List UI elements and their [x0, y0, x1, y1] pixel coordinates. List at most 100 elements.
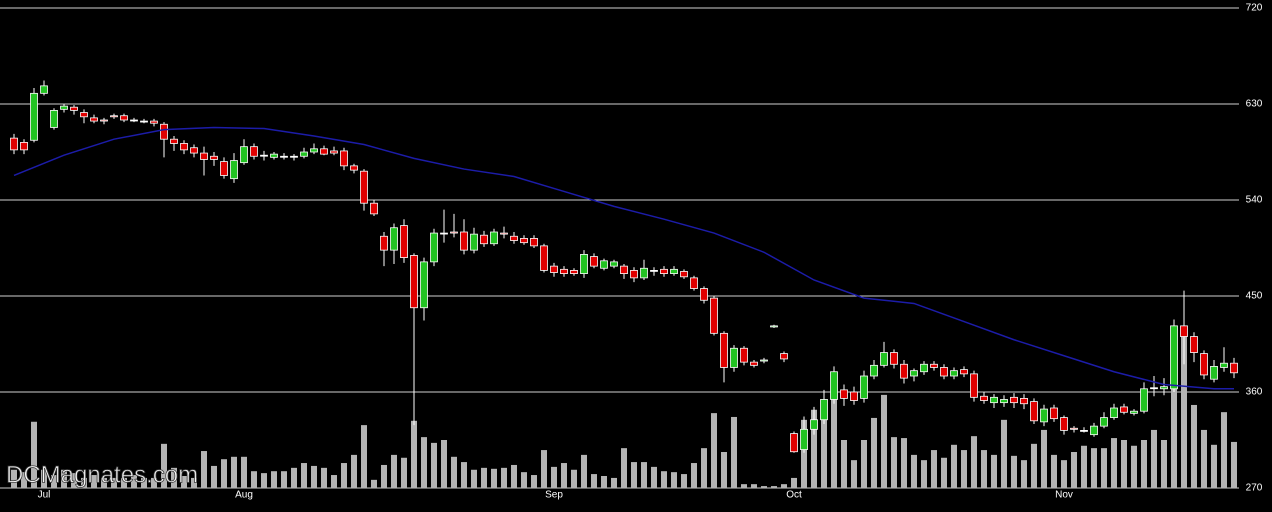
volume-bar [51, 475, 57, 488]
volume-bar [271, 471, 277, 488]
volume-bar [391, 454, 397, 488]
volume-bar [461, 462, 467, 488]
volume-bar [661, 471, 667, 488]
candle-body [20, 141, 28, 151]
volume-bar [991, 454, 997, 488]
candle-body [60, 105, 68, 110]
candle-body [310, 148, 318, 153]
volume-bar [101, 477, 107, 488]
volume-bar [691, 463, 697, 488]
candle-body [840, 389, 848, 399]
volume-bar [301, 463, 307, 488]
volume-bar [561, 463, 567, 488]
x-tick-label: Nov [1055, 490, 1073, 501]
candle-body [1010, 396, 1018, 404]
candle-body [680, 271, 688, 278]
candle-body [950, 370, 958, 377]
volume-bar [1141, 440, 1147, 488]
volume-bar [341, 463, 347, 488]
volume-bar [701, 448, 707, 488]
candle-body [590, 256, 598, 267]
candle-body [830, 371, 838, 400]
candle-body [1040, 408, 1048, 423]
candle-body [470, 233, 478, 251]
candle-body [700, 288, 708, 301]
x-tick-label: Oct [786, 490, 802, 501]
candle-body [1050, 407, 1058, 420]
candle-body [130, 119, 138, 122]
candle-body [1100, 417, 1108, 427]
volume-bar [631, 462, 637, 488]
volume-bar [1111, 438, 1117, 488]
volume-bar [601, 476, 607, 488]
candle-body [630, 269, 638, 279]
volume-bar [291, 467, 297, 488]
volume-bar [121, 477, 127, 488]
candle-body [30, 92, 38, 141]
candle-body [320, 148, 328, 155]
candle-body [810, 419, 818, 430]
candle-body [820, 399, 828, 421]
volume-bar [1091, 448, 1097, 488]
candle-body [290, 155, 298, 158]
candle-body [600, 260, 608, 269]
candle-body [1070, 427, 1078, 430]
candle-body [350, 165, 358, 171]
volume-bar [191, 477, 197, 488]
volume-bar [1231, 441, 1237, 488]
volume-bar [451, 456, 457, 488]
candle-body [550, 265, 558, 273]
volume-bar [61, 469, 67, 488]
candle-body [1200, 353, 1208, 376]
volume-bar [581, 454, 587, 488]
volume-bar [331, 475, 337, 488]
volume-bar [1171, 381, 1177, 488]
candle-body [370, 202, 378, 215]
volume-bar [201, 451, 207, 488]
candle-body [480, 234, 488, 245]
candle-body [650, 269, 658, 272]
candle-body [1190, 336, 1198, 353]
candle-body [1170, 325, 1178, 390]
volume-bar [1081, 445, 1087, 488]
candle-body [1130, 410, 1138, 414]
volume-bar [231, 456, 237, 488]
candle-body [640, 267, 648, 279]
candle-body [180, 143, 188, 151]
candle-body [960, 369, 968, 375]
candle-body [900, 363, 908, 379]
candle-body [200, 152, 208, 160]
volume-bar [981, 450, 987, 488]
volume-bar [401, 457, 407, 488]
volume-bar [371, 479, 377, 488]
y-tick-label: 360 [1246, 387, 1263, 398]
candle-body [880, 352, 888, 366]
volume-bar [891, 437, 897, 488]
candle-body [720, 332, 728, 368]
candle-body [580, 253, 588, 274]
candle-body [110, 115, 118, 118]
volume-bar [521, 472, 527, 488]
volume-bar [221, 459, 227, 488]
volume-bar [791, 477, 797, 488]
volume-bar [621, 448, 627, 488]
volume-bar [531, 475, 537, 488]
volume-bar [1001, 419, 1007, 488]
candle-body [1120, 406, 1128, 413]
volume-bar [481, 467, 487, 488]
volume-bar [161, 443, 167, 488]
candle-body [190, 147, 198, 154]
candle-body [140, 120, 148, 123]
candle-body [460, 231, 468, 251]
volume-bar [971, 436, 977, 488]
candle-body [280, 155, 288, 158]
candle-body [910, 370, 918, 377]
volume-bar [861, 440, 867, 488]
volume-bar [171, 467, 177, 488]
volume-bar [591, 474, 597, 488]
candle-body [560, 268, 568, 275]
candle-body [70, 106, 78, 111]
volume-bar [1041, 429, 1047, 488]
volume-bar [1101, 448, 1107, 488]
candle-body [530, 237, 538, 247]
